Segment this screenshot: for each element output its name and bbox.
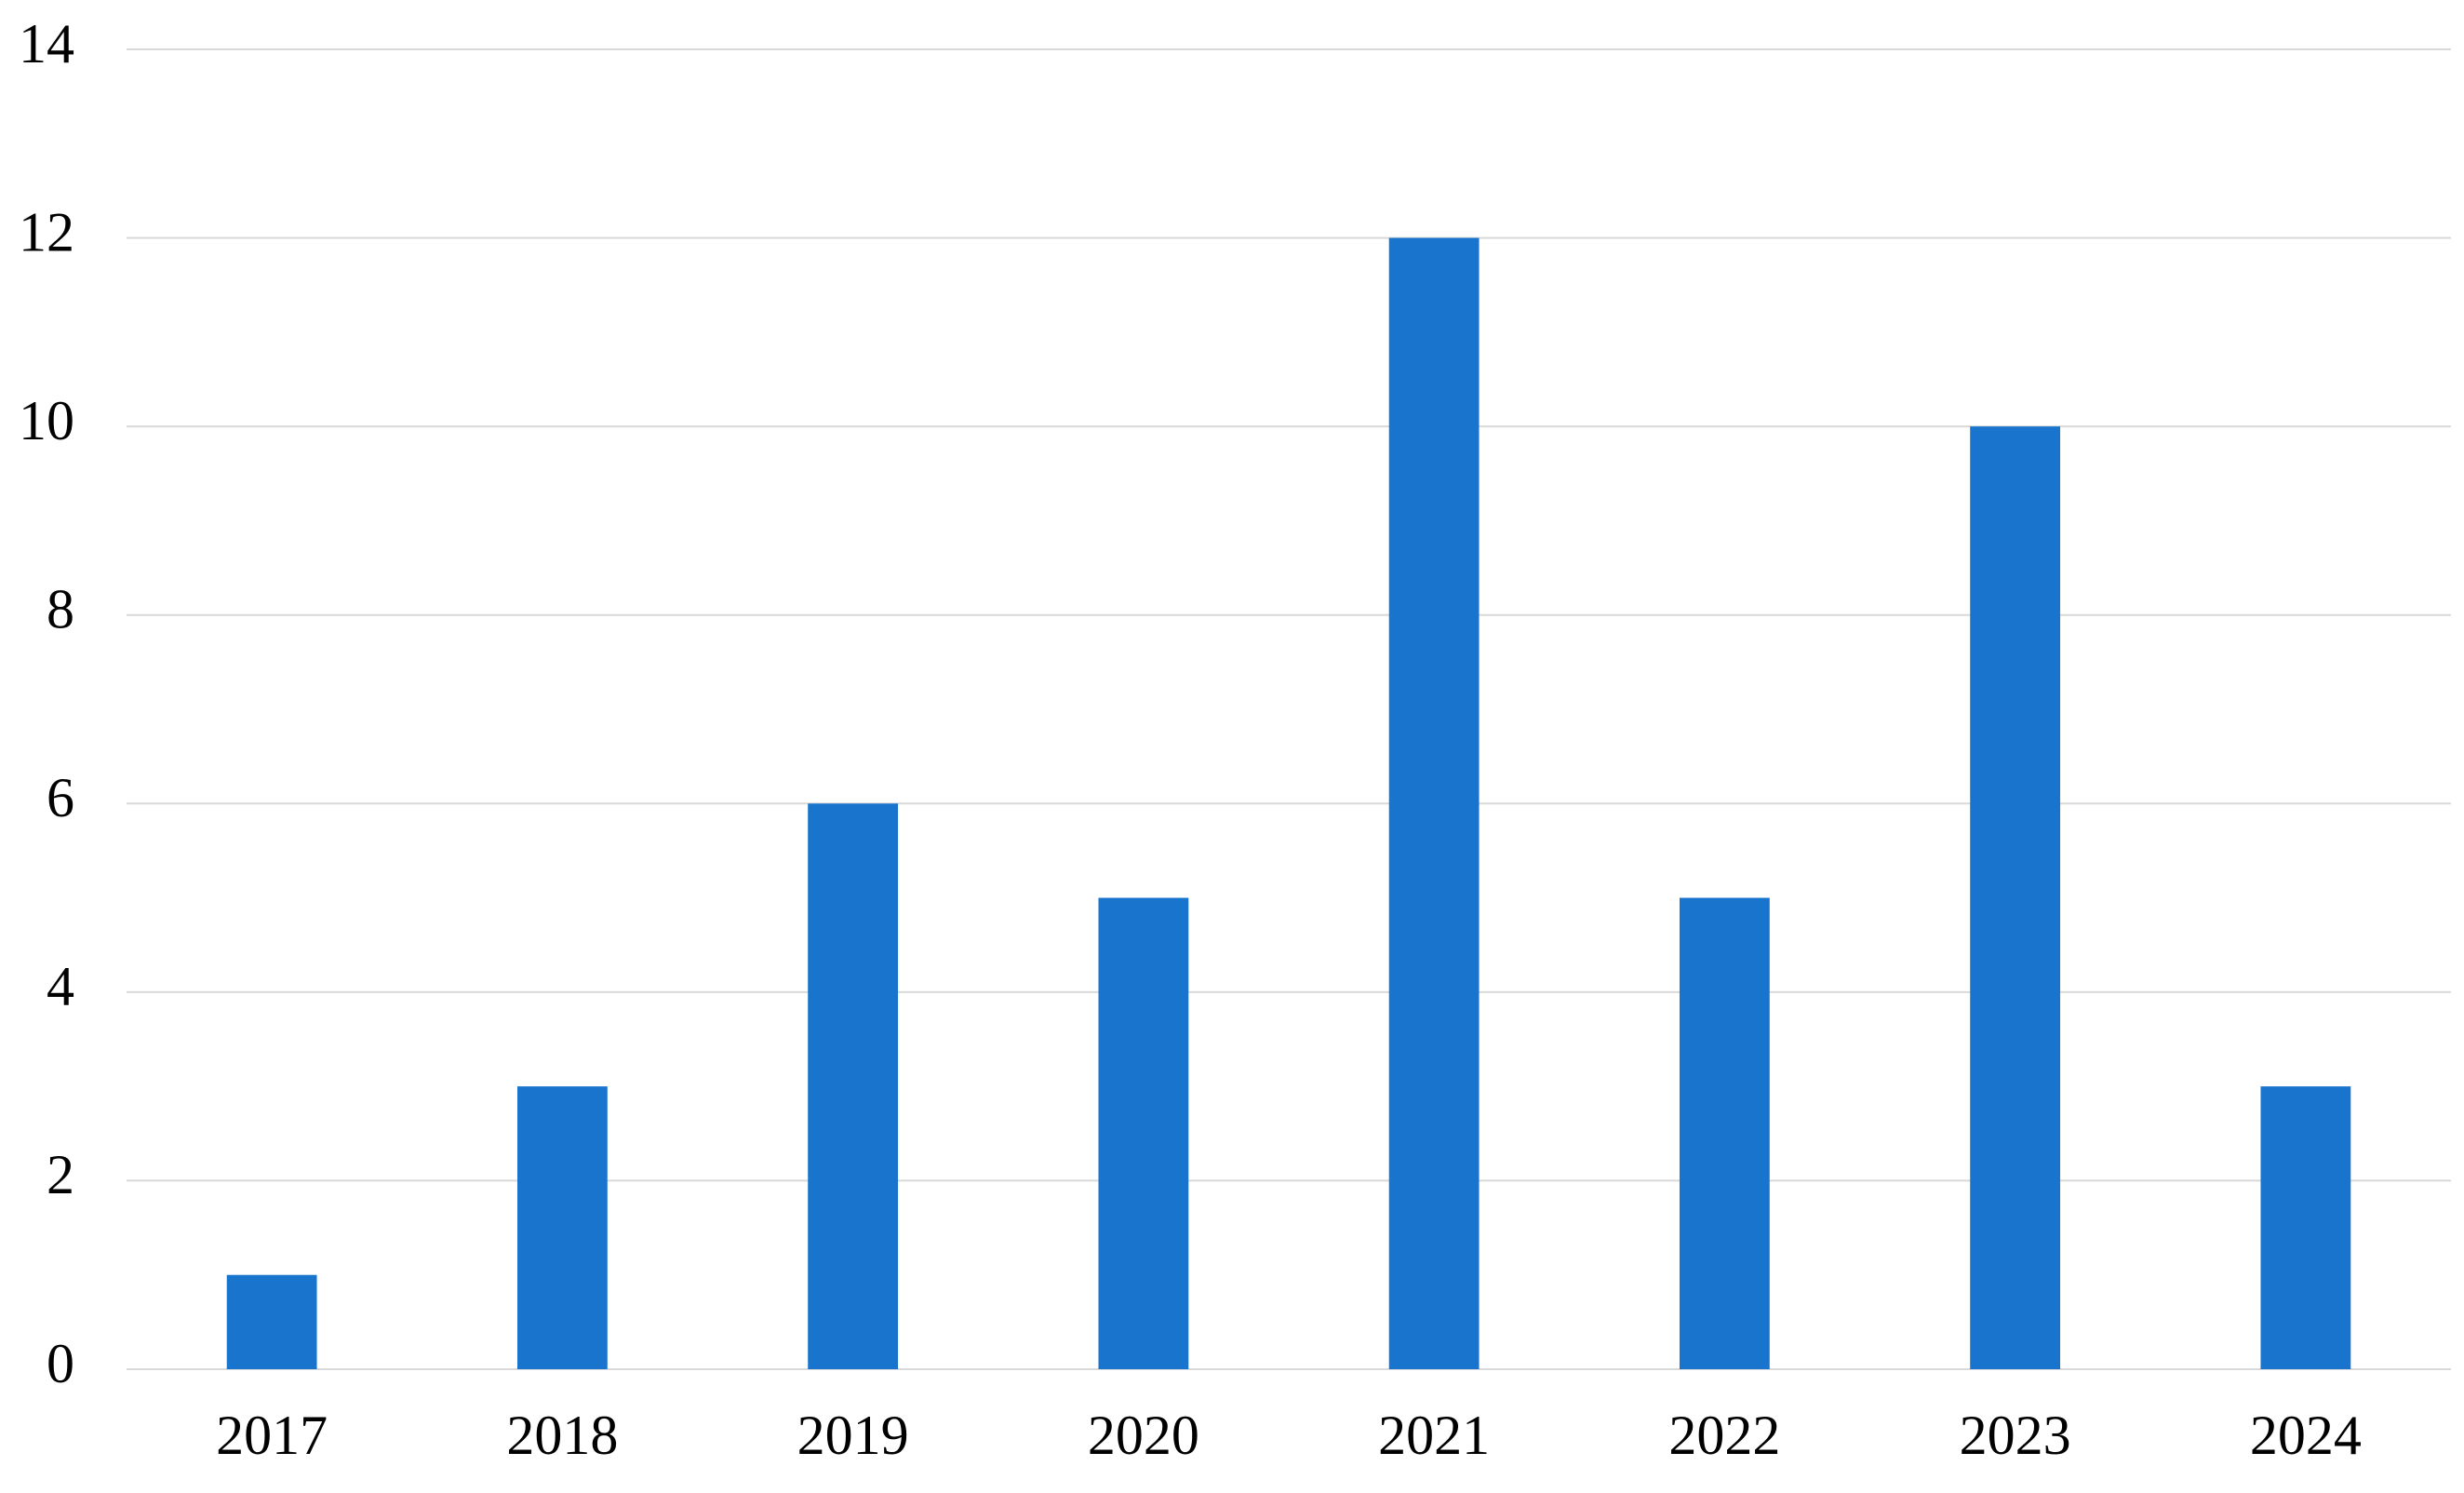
y-tick-label: 14 bbox=[19, 13, 74, 74]
x-tick-label: 2019 bbox=[797, 1405, 909, 1466]
bar bbox=[808, 803, 899, 1369]
y-tick-label: 12 bbox=[19, 201, 74, 262]
x-tick-label: 2023 bbox=[1960, 1405, 2071, 1466]
y-tick-label: 0 bbox=[47, 1333, 74, 1394]
x-tick-label: 2024 bbox=[2250, 1405, 2362, 1466]
y-tick-label: 6 bbox=[47, 767, 74, 828]
y-tick-label: 2 bbox=[47, 1144, 74, 1205]
y-tick-label: 8 bbox=[47, 578, 74, 639]
bar bbox=[2260, 1086, 2351, 1369]
bar bbox=[1388, 237, 1480, 1370]
x-tick-label: 2020 bbox=[1088, 1405, 1199, 1466]
y-tick-label: 4 bbox=[47, 956, 74, 1017]
bar bbox=[1679, 897, 1770, 1369]
x-tick-label: 2021 bbox=[1378, 1405, 1490, 1466]
x-tick-label: 2017 bbox=[216, 1405, 328, 1466]
bar bbox=[516, 1086, 608, 1369]
x-tick-label: 2018 bbox=[506, 1405, 618, 1466]
bar bbox=[1970, 426, 2061, 1370]
bar bbox=[1098, 897, 1189, 1369]
y-tick-label: 10 bbox=[19, 390, 74, 451]
x-tick-label: 2022 bbox=[1668, 1405, 1780, 1466]
bar bbox=[226, 1274, 317, 1369]
